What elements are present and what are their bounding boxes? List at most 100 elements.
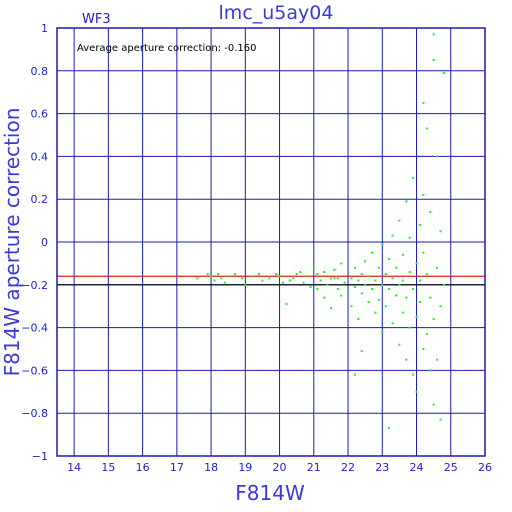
data-point-34 xyxy=(329,307,332,310)
data-point-43 xyxy=(350,277,353,280)
data-point-48 xyxy=(357,318,360,321)
y-tick-label-9: 0.8 xyxy=(31,65,49,78)
data-point-100 xyxy=(425,127,428,130)
data-point-45 xyxy=(353,266,356,269)
data-point-49 xyxy=(360,273,363,276)
chip-label: WF3 xyxy=(82,12,111,27)
data-point-20 xyxy=(292,277,295,280)
data-point-107 xyxy=(432,59,435,62)
data-point-22 xyxy=(299,270,302,273)
data-point-28 xyxy=(316,288,319,291)
y-tick-label-3: −0.4 xyxy=(21,322,48,335)
y-axis-title: F814W aperture correction xyxy=(0,108,24,377)
data-point-38 xyxy=(340,262,343,265)
data-point-112 xyxy=(439,418,442,421)
data-point-71 xyxy=(394,294,397,297)
data-point-86 xyxy=(412,373,415,376)
data-point-46 xyxy=(353,285,356,288)
data-point-105 xyxy=(432,318,435,321)
data-point-68 xyxy=(391,322,394,325)
data-point-44 xyxy=(350,305,353,308)
data-point-64 xyxy=(384,273,387,276)
data-point-59 xyxy=(377,266,380,269)
data-point-51 xyxy=(364,283,367,286)
data-point-7 xyxy=(227,275,230,278)
data-point-96 xyxy=(422,251,425,254)
data-point-29 xyxy=(319,279,322,282)
data-point-24 xyxy=(305,275,308,278)
data-point-55 xyxy=(371,288,374,291)
data-point-19 xyxy=(288,279,291,282)
data-point-90 xyxy=(415,390,418,393)
data-point-101 xyxy=(429,369,432,372)
data-point-36 xyxy=(336,288,339,291)
data-point-75 xyxy=(398,219,401,222)
data-point-25 xyxy=(309,285,312,288)
data-points xyxy=(196,33,445,430)
data-point-14 xyxy=(268,277,271,280)
data-point-69 xyxy=(391,277,394,280)
data-point-104 xyxy=(432,403,435,406)
x-axis-title: F814W xyxy=(235,481,305,505)
data-point-6 xyxy=(223,281,226,284)
data-point-33 xyxy=(329,277,332,280)
data-point-117 xyxy=(360,350,363,353)
x-tick-labels: 14 15 16 17 18 19 20 21 22 23 24 25 26 xyxy=(67,461,492,474)
data-point-65 xyxy=(384,305,387,308)
data-point-63 xyxy=(381,243,384,246)
y-tick-label-5: 0 xyxy=(41,236,48,249)
data-point-52 xyxy=(364,260,367,263)
data-point-57 xyxy=(374,311,377,314)
data-point-61 xyxy=(381,283,384,286)
data-point-85 xyxy=(412,288,415,291)
x-tick-label-11: 25 xyxy=(444,461,458,474)
x-tick-label-7: 21 xyxy=(307,461,321,474)
x-tick-label-5: 19 xyxy=(238,461,252,474)
data-point-23 xyxy=(302,281,305,284)
data-point-73 xyxy=(398,343,401,346)
x-tick-label-8: 22 xyxy=(341,461,355,474)
x-tick-label-6: 20 xyxy=(273,461,287,474)
data-point-58 xyxy=(374,279,377,282)
data-point-115 xyxy=(442,283,445,286)
data-point-0 xyxy=(196,277,199,280)
data-point-18 xyxy=(285,303,288,306)
data-point-32 xyxy=(326,283,329,286)
data-point-72 xyxy=(394,266,397,269)
data-point-4 xyxy=(216,273,219,276)
data-point-9 xyxy=(240,277,243,280)
data-point-60 xyxy=(377,298,380,301)
data-point-11 xyxy=(251,275,254,278)
data-point-82 xyxy=(408,270,411,273)
data-point-81 xyxy=(405,200,408,203)
data-point-114 xyxy=(442,71,445,74)
data-point-94 xyxy=(422,348,425,350)
y-tick-label-10: 1 xyxy=(41,22,48,35)
data-point-91 xyxy=(418,223,421,226)
data-point-87 xyxy=(412,176,415,179)
data-point-27 xyxy=(316,273,319,276)
plot-frame xyxy=(56,27,486,457)
data-point-80 xyxy=(405,296,408,299)
data-point-53 xyxy=(367,300,370,303)
data-point-78 xyxy=(401,279,404,282)
data-point-77 xyxy=(401,253,404,256)
data-point-13 xyxy=(261,279,264,282)
data-point-92 xyxy=(418,300,421,303)
data-point-109 xyxy=(436,358,439,361)
data-point-110 xyxy=(436,155,439,158)
data-point-102 xyxy=(429,296,432,299)
data-point-21 xyxy=(295,273,298,276)
data-point-8 xyxy=(234,273,237,276)
data-point-111 xyxy=(439,305,442,308)
y-tick-label-7: 0.4 xyxy=(31,150,49,163)
data-point-119 xyxy=(353,373,356,376)
data-point-3 xyxy=(213,279,216,282)
data-point-17 xyxy=(281,281,284,284)
data-point-79 xyxy=(405,358,408,361)
data-point-76 xyxy=(401,311,404,314)
y-tick-label-1: −0.8 xyxy=(21,407,48,420)
x-tick-label-4: 18 xyxy=(204,461,218,474)
x-tick-label-3: 17 xyxy=(170,461,184,474)
